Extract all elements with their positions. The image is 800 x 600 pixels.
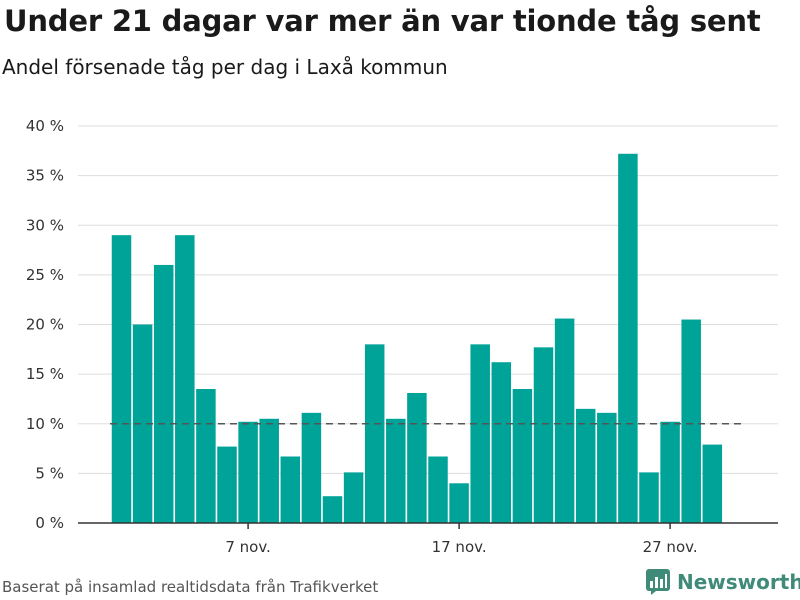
bar [259, 418, 279, 523]
bar [575, 408, 596, 523]
x-tick-label: 7 nov. [225, 538, 270, 556]
gridlines [78, 125, 778, 474]
bar [660, 421, 680, 523]
bar [175, 235, 195, 524]
brand-logo[interactable]: Newsworthy [645, 568, 800, 596]
y-tick-label: 25 % [26, 266, 64, 284]
y-tick-label: 10 % [26, 415, 64, 433]
y-tick-label: 35 % [26, 167, 64, 185]
bar [322, 496, 343, 523]
bar [428, 456, 448, 523]
bar [533, 347, 554, 523]
bar [491, 362, 512, 523]
newsworthy-logo-icon [646, 569, 670, 595]
y-tick-label: 30 % [26, 216, 64, 234]
x-axis-ticks: 7 nov. 17 nov. 27 nov. [225, 523, 698, 556]
bar [618, 153, 638, 524]
y-tick-label: 0 % [35, 514, 64, 532]
bar [153, 264, 174, 523]
bar [512, 389, 533, 523]
bar [343, 472, 364, 523]
brand-name: Newsworthy [677, 570, 800, 594]
bar [702, 444, 723, 523]
x-tick-label: 17 nov. [432, 538, 487, 556]
bar [196, 389, 216, 523]
bar [554, 318, 575, 523]
bar [111, 235, 132, 524]
bar [681, 319, 701, 523]
x-tick-label: 27 nov. [643, 538, 698, 556]
bar [132, 324, 153, 523]
y-tick-label: 20 % [26, 316, 64, 334]
y-tick-label: 5 % [35, 464, 64, 482]
bar [639, 472, 659, 523]
bar [407, 392, 427, 523]
y-tick-label: 15 % [26, 365, 64, 383]
bar [301, 412, 322, 523]
chart-subtitle: Andel försenade tåg per dag i Laxå kommu… [2, 55, 448, 79]
source-note: Baserat på insamlad realtidsdata från Tr… [2, 578, 379, 596]
bar [217, 446, 237, 523]
bar [364, 344, 385, 523]
bar [597, 412, 617, 523]
bars [111, 153, 723, 524]
chart-title: Under 21 dagar var mer än var tionde tåg… [4, 4, 761, 38]
bar [238, 421, 258, 523]
y-axis-ticks: 0 % 5 % 10 % 15 % 20 % 25 % 30 % 35 % 40 % [26, 117, 64, 532]
bar [470, 344, 490, 523]
bar [386, 418, 406, 523]
bar [449, 483, 469, 523]
bar [280, 456, 301, 523]
y-tick-label: 40 % [26, 117, 64, 135]
